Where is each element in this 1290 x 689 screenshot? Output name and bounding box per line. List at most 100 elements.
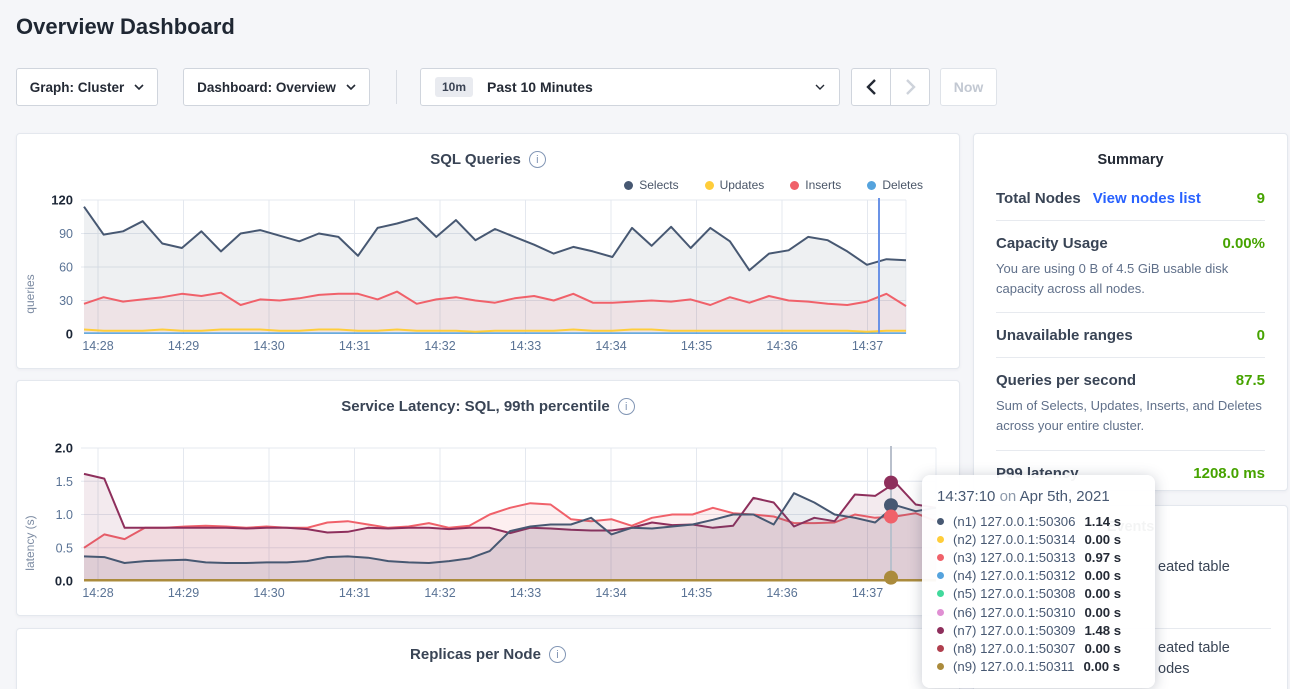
node-latency-value: 1.14 s xyxy=(1084,513,1122,529)
legend-label: Updates xyxy=(719,178,765,192)
replicas-chart-title: Replicas per Node i xyxy=(17,646,959,663)
sql-queries-chart-title: SQL Queries i xyxy=(17,151,959,168)
legend-item-selects[interactable]: Selects xyxy=(624,178,679,192)
node-address: (n7) 127.0.0.1:50309 xyxy=(953,622,1076,638)
info-icon[interactable]: i xyxy=(528,151,546,168)
tooltip-node-row: (n2) 127.0.0.1:50314 0.00 s xyxy=(937,530,1141,548)
sql-queries-chart[interactable]: 14:28 14:29 14:30 14:31 14:32 14:33 14:34 14:35… xyxy=(17,134,961,370)
svg-text:1.5: 1.5 xyxy=(56,475,73,489)
node-latency-value: 0.00 s xyxy=(1084,640,1122,656)
node-address: (n3) 127.0.0.1:50313 xyxy=(953,549,1076,565)
summary-title: Summary xyxy=(1097,152,1164,168)
legend-item-deletes[interactable]: Deletes xyxy=(867,178,923,192)
p99-latency-value: 1208.0 ms xyxy=(1193,464,1265,482)
svg-text:14:37: 14:37 xyxy=(852,339,883,353)
node-color-dot xyxy=(937,644,944,652)
dashboard-dropdown-label: Dashboard: Overview xyxy=(197,79,336,95)
node-latency-value: 0.00 s xyxy=(1084,531,1122,547)
svg-text:14:32: 14:32 xyxy=(424,339,455,353)
capacity-usage-desc: You are using 0 B of 4.5 GiB usable disk… xyxy=(996,261,1229,297)
svg-text:14:30: 14:30 xyxy=(253,586,284,600)
node-address: (n8) 127.0.0.1:50307 xyxy=(953,640,1076,656)
summary-row-qps: Queries per second 87.5 Sum of Selects, … xyxy=(996,358,1265,451)
svg-text:2.0: 2.0 xyxy=(55,441,73,456)
tooltip-node-row: (n9) 127.0.0.1:50311 0.00 s xyxy=(937,658,1141,676)
node-latency-value: 0.00 s xyxy=(1084,568,1122,584)
node-latency-value: 0.97 s xyxy=(1084,549,1122,565)
capacity-usage-value: 0.00% xyxy=(1222,235,1265,252)
node-color-dot xyxy=(937,663,944,671)
event-item-fragment: eated table xyxy=(1158,559,1230,575)
service-latency-chart[interactable]: 14:28 14:29 14:30 14:31 14:32 14:33 14:34 14:35… xyxy=(17,381,961,617)
node-color-dot xyxy=(937,590,944,598)
chevron-down-icon xyxy=(134,84,144,90)
tooltip-node-row: (n5) 127.0.0.1:50308 0.00 s xyxy=(937,585,1141,603)
node-color-dot xyxy=(937,553,944,561)
toolbar-divider xyxy=(396,70,397,104)
svg-text:14:31: 14:31 xyxy=(339,339,370,353)
now-button[interactable]: Now xyxy=(940,68,997,106)
legend-label: Inserts xyxy=(805,178,842,192)
svg-text:120: 120 xyxy=(51,193,73,208)
time-range-select[interactable]: 10m Past 10 Minutes xyxy=(420,68,840,106)
svg-text:60: 60 xyxy=(59,261,73,275)
svg-text:14:37: 14:37 xyxy=(852,586,883,600)
info-icon[interactable]: i xyxy=(548,646,566,663)
tooltip-timestamp: 14:37:10 on Apr 5th, 2021 xyxy=(937,488,1110,505)
info-icon[interactable]: i xyxy=(617,398,635,415)
time-next-button[interactable] xyxy=(890,68,930,106)
node-color-dot xyxy=(937,517,944,525)
sql-chart-legend: Selects Updates Inserts Deletes xyxy=(624,178,923,192)
chevron-right-icon xyxy=(905,79,916,95)
svg-text:14:34: 14:34 xyxy=(595,339,626,353)
node-color-dot xyxy=(937,572,944,580)
node-latency-value: 0.00 s xyxy=(1084,604,1122,620)
node-address: (n2) 127.0.0.1:50314 xyxy=(953,531,1076,547)
tooltip-node-row: (n4) 127.0.0.1:50312 0.00 s xyxy=(937,567,1141,585)
tooltip-node-row: (n8) 127.0.0.1:50307 0.00 s xyxy=(937,639,1141,657)
tooltip-node-row: (n7) 127.0.0.1:50309 1.48 s xyxy=(937,621,1141,639)
svg-text:0: 0 xyxy=(66,327,73,342)
legend-dot xyxy=(790,180,800,190)
tooltip-node-row: (n3) 127.0.0.1:50313 0.97 s xyxy=(937,548,1141,566)
svg-text:14:29: 14:29 xyxy=(168,339,199,353)
chevron-down-icon xyxy=(346,84,356,90)
sql-queries-panel: SQL Queries i Selects Updates Inserts Delet… xyxy=(16,133,960,369)
tooltip-node-row: (n1) 127.0.0.1:50306 1.14 s xyxy=(937,512,1141,530)
view-nodes-list-link[interactable]: View nodes list xyxy=(1092,190,1201,207)
time-range-badge: 10m xyxy=(435,77,474,97)
svg-text:14:34: 14:34 xyxy=(595,586,626,600)
unavailable-ranges-value: 0 xyxy=(1256,327,1265,345)
time-range-label: Past 10 Minutes xyxy=(487,79,593,95)
legend-item-inserts[interactable]: Inserts xyxy=(790,178,841,192)
node-address: (n6) 127.0.0.1:50310 xyxy=(953,604,1076,620)
total-nodes-label: Total Nodes xyxy=(996,190,1081,207)
node-color-dot xyxy=(937,626,944,634)
graph-dropdown[interactable]: Graph: Cluster xyxy=(16,68,158,106)
svg-text:14:33: 14:33 xyxy=(510,586,541,600)
svg-text:14:30: 14:30 xyxy=(253,339,284,353)
dashboard-dropdown[interactable]: Dashboard: Overview xyxy=(183,68,370,106)
svg-text:0.0: 0.0 xyxy=(55,574,73,589)
legend-dot xyxy=(867,180,877,190)
service-latency-panel: Service Latency: SQL, 99th percentile i … xyxy=(16,380,960,616)
node-color-dot xyxy=(937,535,944,543)
node-address: (n1) 127.0.0.1:50306 xyxy=(953,513,1076,529)
node-address: (n4) 127.0.0.1:50312 xyxy=(953,568,1076,584)
tooltip-rows: (n1) 127.0.0.1:50306 1.14 s (n2) 127.0.0.1… xyxy=(937,512,1141,676)
svg-text:0.5: 0.5 xyxy=(56,541,73,555)
svg-text:14:32: 14:32 xyxy=(424,586,455,600)
svg-text:14:35: 14:35 xyxy=(681,586,712,600)
node-latency-value: 0.00 s xyxy=(1084,586,1122,602)
legend-item-updates[interactable]: Updates xyxy=(704,178,765,192)
svg-text:1.0: 1.0 xyxy=(56,508,73,522)
node-color-dot xyxy=(937,608,944,616)
time-prev-button[interactable] xyxy=(851,68,891,106)
qps-label: Queries per second xyxy=(996,372,1137,390)
legend-dot xyxy=(704,180,714,190)
chevron-down-icon xyxy=(815,84,825,90)
summary-panel: Summary Total Nodes View nodes list 9 Ca… xyxy=(973,133,1288,491)
svg-text:30: 30 xyxy=(59,294,73,308)
chevron-left-icon xyxy=(865,79,876,95)
